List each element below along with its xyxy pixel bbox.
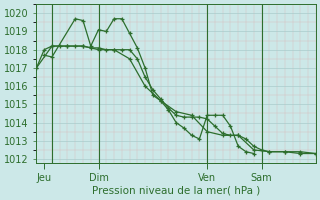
X-axis label: Pression niveau de la mer( hPa ): Pression niveau de la mer( hPa ) xyxy=(92,186,260,196)
